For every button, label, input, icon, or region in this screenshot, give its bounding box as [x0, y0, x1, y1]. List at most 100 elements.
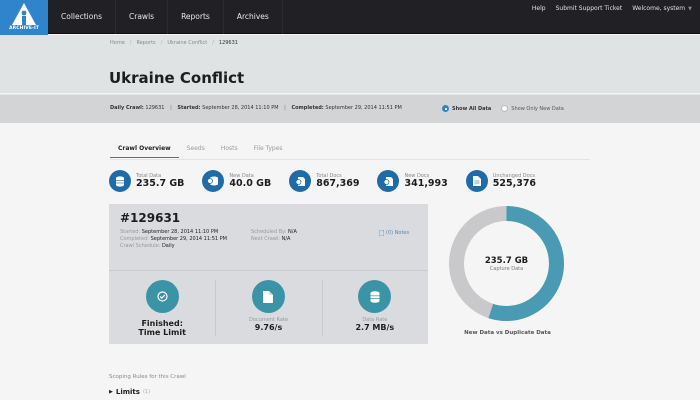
nav-crawls[interactable]: Crawls	[116, 0, 169, 34]
scheduled-by-value: N/A	[288, 229, 297, 235]
report-tabs: Crawl Overview Seeds Hosts File Types	[110, 145, 291, 158]
chevron-down-icon: ▼	[688, 6, 692, 12]
nav-reports[interactable]: Reports	[168, 0, 224, 34]
limits-toggle[interactable]: ▶ Limits (1)	[109, 388, 150, 396]
started-value: September 28, 2014 11:10 PM	[141, 229, 219, 235]
stat-value: 341,993	[404, 178, 448, 189]
document-rate-value: 9.76/s	[254, 323, 283, 332]
top-nav-bar: ARCHIVE-IT Collections Crawls Reports Ar…	[0, 0, 700, 35]
stat-value: 867,369	[316, 178, 360, 189]
breadcrumb-collection[interactable]: Ukraine Conflict	[167, 40, 208, 46]
main-nav: Collections Crawls Reports Archives	[48, 0, 283, 34]
next-crawl-value: N/A	[281, 236, 291, 242]
documents-icon	[289, 170, 312, 192]
tab-file-types[interactable]: File Types	[253, 145, 283, 152]
note-icon	[379, 230, 384, 236]
donut-center: 235.7 GB Capture Data	[448, 205, 565, 322]
caret-right-icon: ▶	[109, 389, 113, 395]
limits-count: (1)	[142, 389, 151, 395]
breadcrumb-current: 129631	[218, 40, 238, 46]
crawl-id: #129631	[120, 211, 181, 225]
donut-chart-svg	[449, 206, 564, 321]
support-ticket-link[interactable]: Submit Support Ticket	[555, 5, 623, 12]
logo-a-icon	[12, 3, 36, 25]
breadcrumb-reports[interactable]: Reports	[136, 40, 156, 46]
page-title: Ukraine Conflict	[109, 69, 245, 87]
logo-text: ARCHIVE-IT	[9, 26, 39, 31]
stat-value: 40.0 GB	[229, 178, 272, 189]
stat-unchanged-docs: Unchanged Docs 525,376	[465, 170, 537, 192]
stat-label: New Data	[229, 173, 254, 179]
user-nav: Help Submit Support Ticket Welcome, syst…	[532, 5, 692, 12]
page-header: Home / Reports / Ukraine Conflict / 1296…	[0, 35, 700, 93]
crawl-info-bar: Daily Crawl: 129631 | Started: September…	[0, 94, 700, 123]
status-line-1: Finished:	[141, 319, 183, 328]
stat-total-docs: Total Docs 867,369	[289, 170, 359, 192]
help-link[interactable]: Help	[531, 5, 546, 12]
stat-value: 235.7 GB	[136, 178, 185, 189]
tab-crawl-overview[interactable]: Crawl Overview	[110, 145, 179, 158]
scoping-rules-title: Scoping Rules for this Crawl	[109, 374, 186, 380]
breadcrumb-separator: /	[212, 40, 214, 46]
database-icon	[358, 280, 392, 313]
stat-label: Total Docs	[316, 173, 342, 179]
tab-hosts[interactable]: Hosts	[220, 145, 238, 152]
nav-collections[interactable]: Collections	[48, 0, 117, 34]
database-icon	[109, 170, 131, 192]
stat-value: 525,376	[492, 178, 537, 189]
breadcrumb-separator: /	[160, 40, 163, 46]
breadcrumb-separator: /	[129, 40, 132, 46]
document-rate-label: Document Rate	[249, 317, 288, 323]
radio-unchecked-icon	[501, 105, 509, 112]
completed-value: September 29, 2014 11:51 PM	[150, 236, 227, 242]
metric-document-rate: Document Rate 9.76/s	[215, 272, 321, 344]
metric-data-rate: Data Rate 2.7 MB/s	[321, 272, 428, 344]
new-vs-duplicate-donut-chart: 235.7 GB Capture Data	[448, 205, 565, 322]
new-documents-icon	[377, 170, 400, 192]
crawl-schedule-info: Scheduled By: N/A Next Crawl: N/A	[251, 229, 297, 243]
daily-crawl-label: Daily Crawl:	[110, 105, 144, 111]
stat-label: Unchanged Docs	[492, 173, 536, 179]
radio-label: Show Only New Data	[511, 105, 564, 112]
radio-show-only-new-data[interactable]: Show Only New Data	[501, 105, 564, 112]
nav-archives[interactable]: Archives	[224, 0, 283, 34]
status-line-2: Time Limit	[138, 328, 186, 337]
started-value: September 28, 2014 11:10 PM	[202, 105, 279, 111]
radio-checked-icon	[442, 105, 449, 112]
limits-label: Limits	[115, 388, 140, 396]
new-data-icon	[202, 170, 225, 192]
tab-seeds[interactable]: Seeds	[186, 145, 205, 152]
donut-center-label: Capture Data	[489, 265, 524, 272]
user-menu[interactable]: Welcome, system ▼	[632, 5, 692, 12]
started-label: Started:	[120, 229, 141, 235]
crawl-metrics: Finished: Time Limit Document Rate 9.76/…	[109, 272, 428, 344]
radio-show-all-data[interactable]: Show All Data	[442, 105, 491, 112]
metric-status: Finished: Time Limit	[109, 272, 215, 344]
schedule-label: Crawl Schedule:	[120, 243, 161, 249]
stats-row: Total Data 235.7 GB New Data 40.0 GB Tot…	[109, 170, 554, 192]
completed-label: Completed:	[291, 105, 324, 111]
check-circle-icon	[145, 280, 179, 313]
archive-it-logo[interactable]: ARCHIVE-IT	[0, 0, 48, 35]
welcome-text: Welcome, system	[632, 5, 686, 12]
donut-caption: New Data vs Duplicate Data	[464, 330, 551, 336]
completed-value: September 29, 2014 11:51 PM	[325, 105, 402, 111]
stat-label: Total Data	[136, 173, 162, 179]
started-label: Started:	[177, 105, 201, 111]
donut-segment-teal	[449, 206, 564, 321]
stat-label: New Docs	[404, 173, 430, 179]
data-filter-radios: Show All Data Show Only New Data	[442, 105, 564, 112]
next-crawl-label: Next Crawl:	[251, 236, 281, 242]
crawl-details-card: #129631 Started: September 28, 2014 11:1…	[109, 204, 428, 344]
stat-new-docs: New Docs 341,993	[377, 170, 448, 192]
tabs-divider	[110, 159, 590, 160]
notes-link[interactable]: (0) Notes	[379, 230, 409, 236]
breadcrumb-home[interactable]: Home	[110, 40, 125, 46]
schedule-value: Daily	[161, 243, 175, 249]
stat-new-data: New Data 40.0 GB	[202, 170, 271, 192]
completed-label: Completed:	[120, 236, 149, 242]
stat-total-data: Total Data 235.7 GB	[109, 170, 184, 192]
data-rate-label: Data Rate	[362, 317, 388, 323]
scheduled-by-label: Scheduled By:	[251, 229, 287, 235]
notes-label: (0) Notes	[386, 230, 410, 236]
